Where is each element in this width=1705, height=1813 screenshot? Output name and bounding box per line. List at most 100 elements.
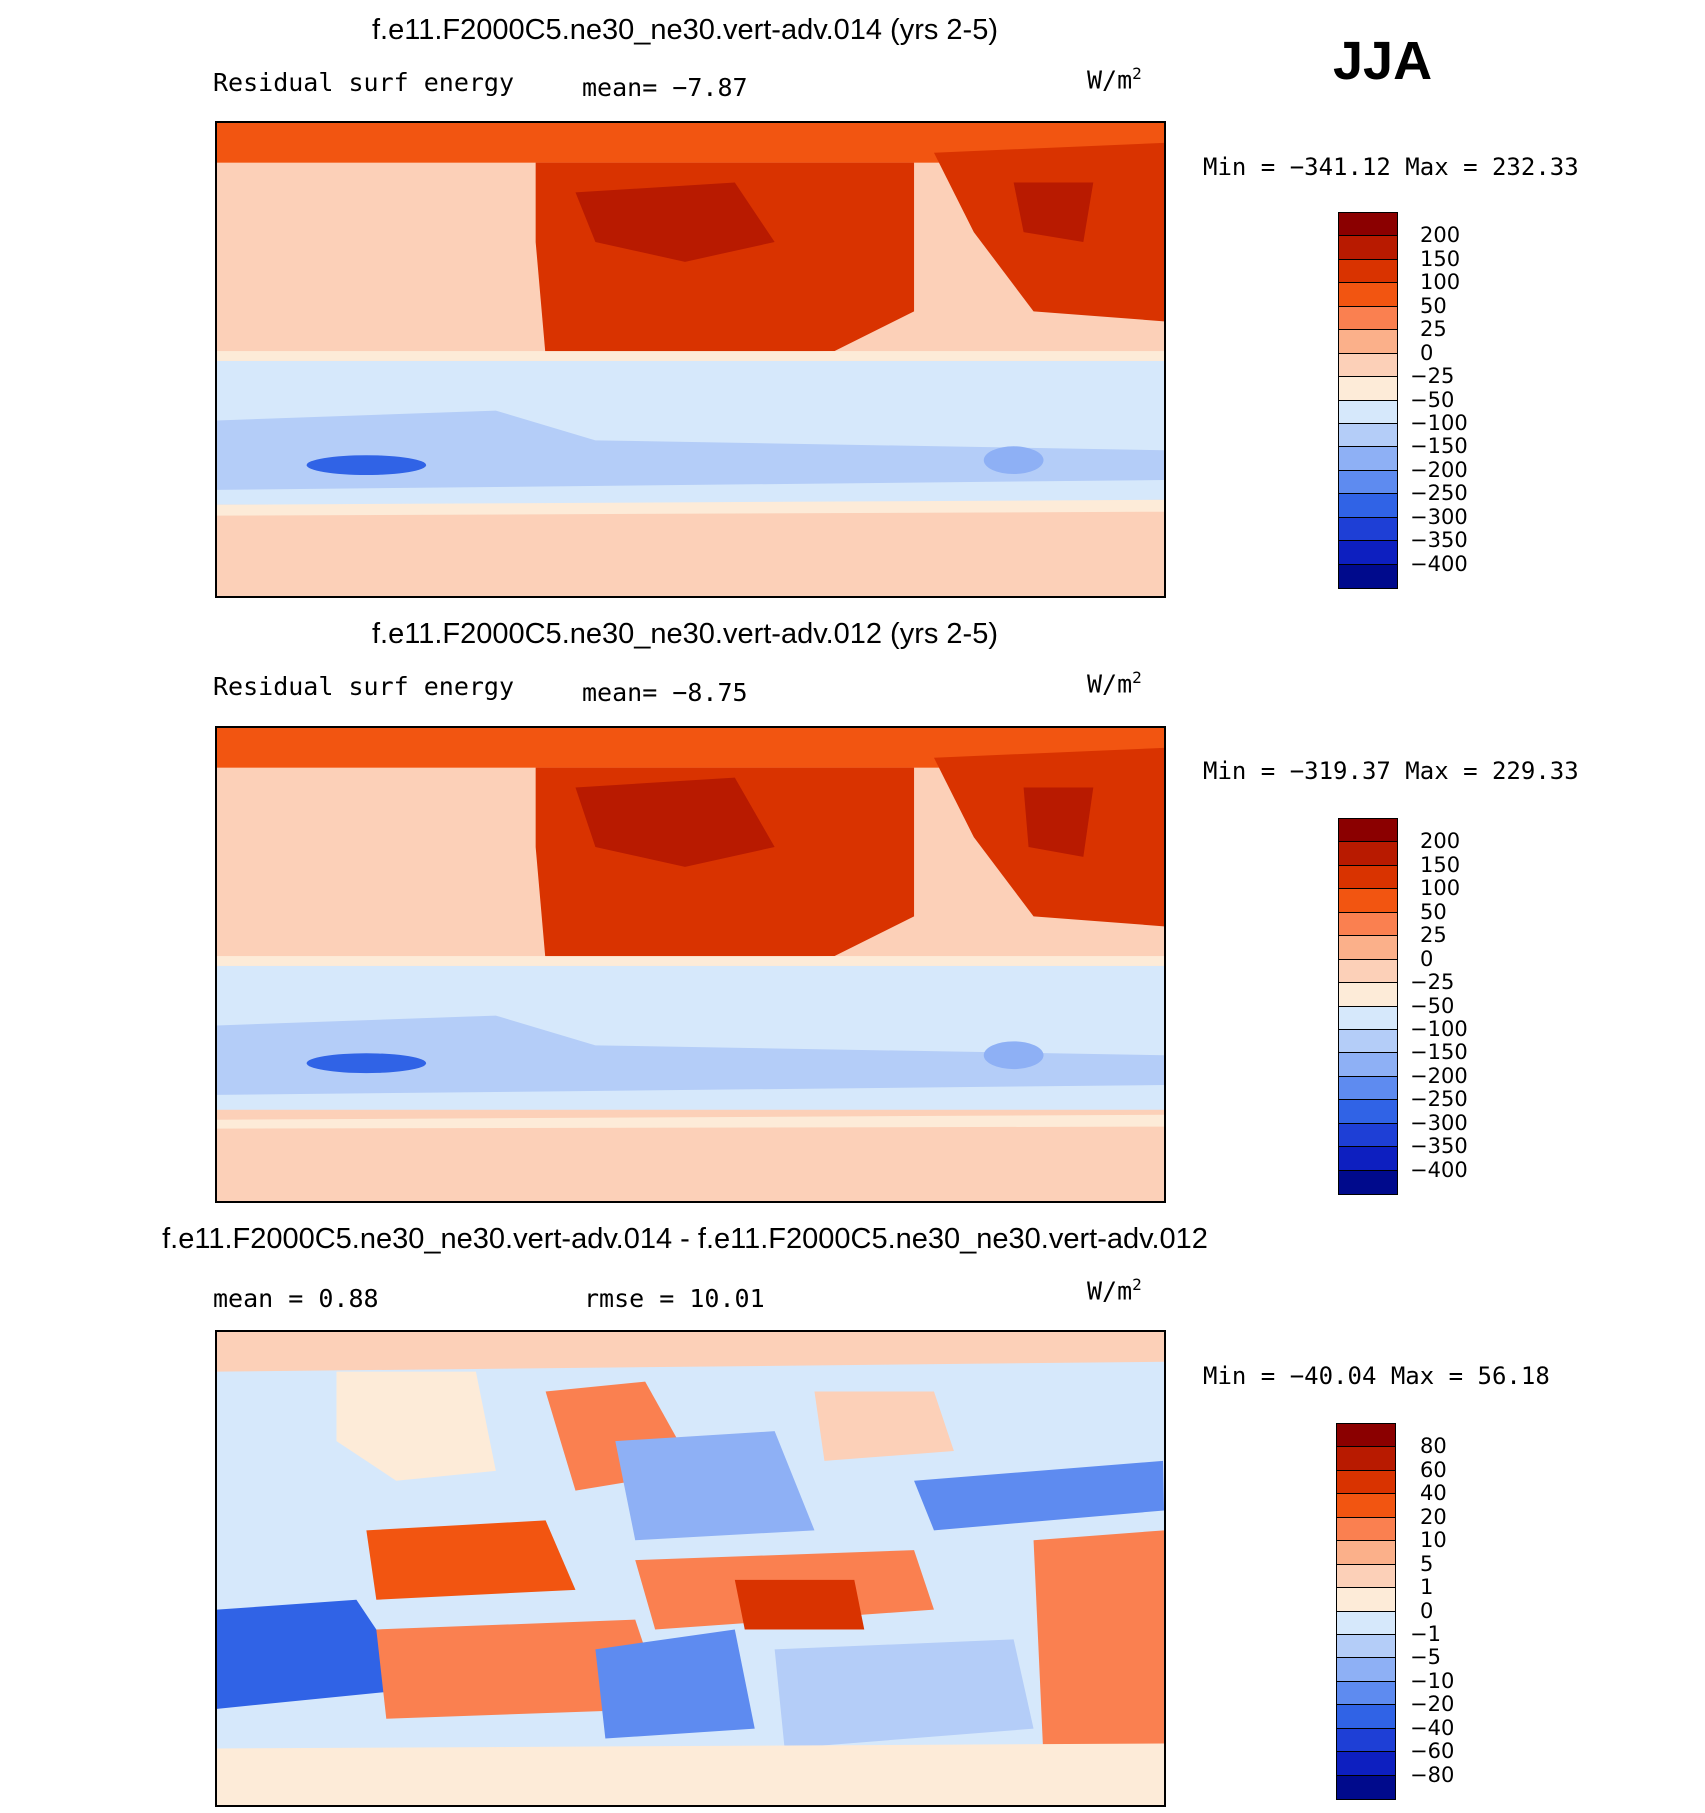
colorbar-swatch bbox=[1339, 959, 1397, 984]
colorbar-swatch bbox=[1339, 1100, 1397, 1124]
panel-3-rmse-label: rmse = 10.01 bbox=[584, 1284, 765, 1313]
colorbar-tick-label: −1 bbox=[1410, 1621, 1441, 1646]
colorbar-tick-label: 0 bbox=[1420, 1598, 1434, 1623]
colorbar-tick-label: 25 bbox=[1420, 923, 1447, 948]
colorbar-swatch bbox=[1337, 1424, 1395, 1448]
colorbar-swatch bbox=[1337, 1728, 1395, 1753]
panel-3-title: f.e11.F2000C5.ne30_ne30.vert-adv.014 - f… bbox=[162, 1223, 1208, 1255]
colorbar-swatch bbox=[1339, 983, 1397, 1007]
colorbar-swatch bbox=[1339, 423, 1397, 448]
season-label: JJA bbox=[1333, 31, 1433, 91]
colorbar-swatch bbox=[1339, 447, 1397, 471]
colorbar-tick-label: −10 bbox=[1410, 1668, 1455, 1693]
colorbar-tick-label: −400 bbox=[1410, 551, 1468, 576]
panel-3-units: W/m2 bbox=[1087, 1275, 1142, 1306]
colorbar-tick-label: 150 bbox=[1420, 852, 1461, 877]
panel-2-map bbox=[215, 726, 1166, 1203]
colorbar-swatch bbox=[1339, 400, 1397, 424]
colorbar-swatch bbox=[1339, 1170, 1397, 1194]
colorbar-tick-label: 25 bbox=[1420, 317, 1447, 342]
colorbar-tick-label: 80 bbox=[1420, 1434, 1447, 1459]
colorbar-swatch bbox=[1337, 1658, 1395, 1682]
colorbar-tick-label: −150 bbox=[1410, 434, 1468, 459]
colorbar-tick-label: −250 bbox=[1410, 481, 1468, 506]
colorbar-swatch bbox=[1339, 1053, 1397, 1077]
colorbar-swatch bbox=[1337, 1494, 1395, 1518]
colorbar-tick-label: −250 bbox=[1410, 1087, 1468, 1112]
colorbar-swatch bbox=[1337, 1564, 1395, 1589]
colorbar-swatch bbox=[1339, 236, 1397, 260]
colorbar-tick-label: −80 bbox=[1410, 1762, 1455, 1787]
colorbar-tick-label: −5 bbox=[1410, 1645, 1441, 1670]
colorbar-swatch bbox=[1339, 842, 1397, 866]
colorbar-swatch bbox=[1337, 1775, 1395, 1799]
colorbar-tick-label: 5 bbox=[1420, 1551, 1434, 1576]
colorbar-swatch bbox=[1339, 306, 1397, 331]
colorbar-swatch bbox=[1337, 1447, 1395, 1471]
colorbar-swatch bbox=[1337, 1588, 1395, 1612]
colorbar-swatch bbox=[1339, 819, 1397, 843]
colorbar-swatch bbox=[1337, 1611, 1395, 1635]
panel-1-contour-field bbox=[217, 123, 1164, 596]
colorbar-tick-label: −200 bbox=[1410, 1063, 1468, 1088]
colorbar-tick-label: 200 bbox=[1420, 223, 1461, 248]
colorbar-tick-label: 200 bbox=[1420, 829, 1461, 854]
colorbar-tick-label: 50 bbox=[1420, 293, 1447, 318]
colorbar-swatch bbox=[1337, 1541, 1395, 1565]
colorbar-swatch bbox=[1339, 283, 1397, 307]
panel-1-colorbar bbox=[1338, 212, 1398, 589]
panel-1-title: f.e11.F2000C5.ne30_ne30.vert-adv.014 (yr… bbox=[371, 14, 999, 46]
panel-1-mean-label: mean= −7.87 bbox=[582, 73, 748, 102]
colorbar-tick-label: 1 bbox=[1420, 1575, 1434, 1600]
colorbar-swatch bbox=[1339, 353, 1397, 378]
panel-3-contour-field bbox=[217, 1332, 1164, 1805]
panel-3-map bbox=[215, 1330, 1166, 1807]
colorbar-tick-label: 150 bbox=[1420, 246, 1461, 271]
panel-2-mean-label: mean= −8.75 bbox=[582, 678, 748, 707]
colorbar-tick-label: 40 bbox=[1420, 1481, 1447, 1506]
panel-2-minmax: Min = −319.37 Max = 229.33 bbox=[1203, 757, 1579, 785]
colorbar-swatch bbox=[1339, 1076, 1397, 1101]
colorbar-swatch bbox=[1339, 541, 1397, 565]
panel-2-title: f.e11.F2000C5.ne30_ne30.vert-adv.012 (yr… bbox=[371, 618, 999, 650]
colorbar-tick-label: −350 bbox=[1410, 528, 1468, 553]
colorbar-swatch bbox=[1337, 1517, 1395, 1542]
colorbar-swatch bbox=[1339, 377, 1397, 401]
colorbar-swatch bbox=[1339, 1147, 1397, 1171]
colorbar-tick-label: −50 bbox=[1410, 993, 1455, 1018]
colorbar-tick-label: −100 bbox=[1410, 1016, 1468, 1041]
panel-1-map bbox=[215, 121, 1166, 598]
colorbar-swatch bbox=[1339, 936, 1397, 960]
colorbar-swatch bbox=[1339, 1029, 1397, 1054]
colorbar-tick-label: −300 bbox=[1410, 1110, 1468, 1135]
colorbar-swatch bbox=[1339, 494, 1397, 518]
panel-2-units: W/m2 bbox=[1087, 668, 1142, 699]
colorbar-tick-label: −25 bbox=[1410, 364, 1455, 389]
colorbar-tick-label: −20 bbox=[1410, 1692, 1455, 1717]
panel-1-minmax: Min = −341.12 Max = 232.33 bbox=[1203, 153, 1579, 181]
colorbar-tick-label: −60 bbox=[1410, 1739, 1455, 1764]
colorbar-swatch bbox=[1339, 564, 1397, 588]
colorbar-tick-label: 0 bbox=[1420, 946, 1434, 971]
panel-1-variable-label: Residual surf energy bbox=[213, 68, 515, 97]
colorbar-tick-label: 10 bbox=[1420, 1528, 1447, 1553]
colorbar-tick-label: 60 bbox=[1420, 1457, 1447, 1482]
panel-2-contour-field bbox=[217, 728, 1164, 1201]
panel-3-mean-label: mean = 0.88 bbox=[213, 1284, 379, 1313]
panel-3-minmax: Min = −40.04 Max = 56.18 bbox=[1203, 1362, 1550, 1390]
colorbar-swatch bbox=[1339, 470, 1397, 495]
panel-2-colorbar bbox=[1338, 818, 1398, 1195]
colorbar-swatch bbox=[1339, 330, 1397, 354]
colorbar-swatch bbox=[1339, 865, 1397, 890]
colorbar-tick-label: −350 bbox=[1410, 1134, 1468, 1159]
colorbar-tick-label: 20 bbox=[1420, 1504, 1447, 1529]
colorbar-swatch bbox=[1339, 213, 1397, 237]
colorbar-swatch bbox=[1339, 889, 1397, 913]
colorbar-swatch bbox=[1339, 259, 1397, 284]
colorbar-swatch bbox=[1337, 1705, 1395, 1729]
colorbar-tick-label: 100 bbox=[1420, 876, 1461, 901]
colorbar-swatch bbox=[1337, 1752, 1395, 1776]
colorbar-swatch bbox=[1337, 1634, 1395, 1659]
colorbar-tick-label: 100 bbox=[1420, 270, 1461, 295]
colorbar-tick-label: −50 bbox=[1410, 387, 1455, 412]
